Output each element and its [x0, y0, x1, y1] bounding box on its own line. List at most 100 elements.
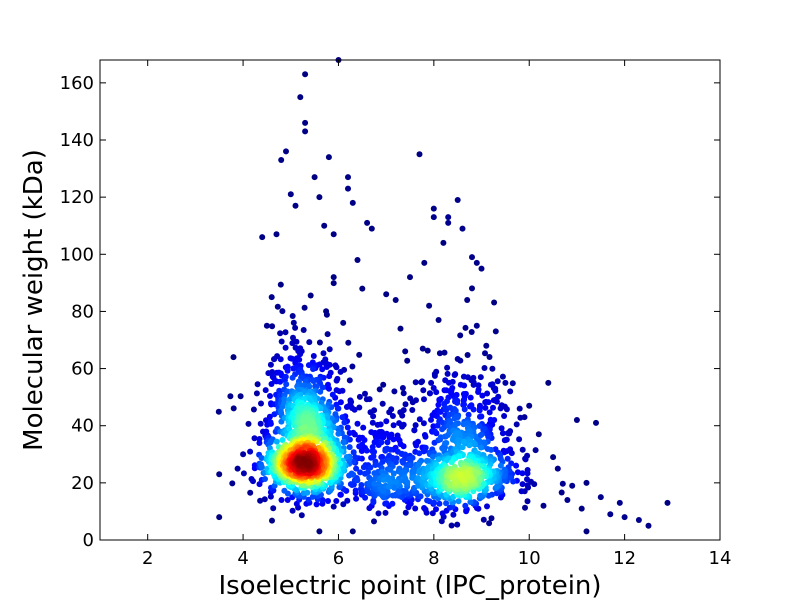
data-point	[416, 450, 423, 457]
data-point	[645, 522, 652, 529]
data-point	[420, 420, 427, 427]
data-point	[390, 422, 397, 429]
data-point	[501, 449, 508, 456]
data-point	[379, 453, 386, 460]
data-point	[343, 404, 350, 410]
data-point	[524, 470, 531, 477]
data-point	[310, 378, 317, 384]
data-point	[501, 413, 508, 419]
data-point	[392, 459, 399, 466]
data-point	[270, 505, 277, 512]
data-point	[334, 375, 341, 382]
data-point	[424, 347, 431, 354]
data-point	[251, 435, 258, 442]
data-point	[353, 495, 360, 502]
data-point	[268, 294, 275, 301]
x-tick-label: 2	[142, 548, 153, 569]
data-point	[216, 514, 223, 521]
data-point	[470, 381, 477, 388]
data-point	[467, 499, 474, 505]
data-point	[513, 462, 520, 469]
data-point	[524, 476, 530, 483]
data-point	[389, 500, 396, 507]
data-point	[278, 338, 285, 345]
data-point	[479, 392, 486, 399]
data-point	[430, 205, 437, 212]
y-axis-ticks: 0 20 40 60 80 100 120 140 160	[60, 73, 720, 551]
data-point	[454, 197, 461, 203]
data-point	[524, 498, 531, 505]
data-point	[435, 456, 442, 463]
data-point	[461, 406, 468, 413]
data-point	[237, 393, 244, 400]
data-point	[278, 409, 285, 416]
data-point	[473, 259, 480, 266]
data-point	[309, 493, 316, 500]
y-tick-label: 40	[71, 416, 94, 437]
data-point	[482, 350, 488, 357]
data-point	[413, 397, 419, 404]
data-point	[461, 438, 468, 445]
data-point	[350, 471, 357, 478]
data-point	[516, 436, 523, 443]
data-point	[402, 401, 409, 408]
data-point	[258, 464, 265, 471]
data-point	[421, 505, 428, 511]
data-point	[535, 431, 542, 438]
data-point	[386, 483, 392, 490]
data-point	[383, 291, 390, 298]
data-point	[293, 338, 300, 345]
data-point	[370, 497, 377, 504]
data-point	[326, 373, 333, 380]
data-point	[356, 443, 363, 450]
data-point	[216, 471, 223, 478]
data-point	[382, 509, 389, 516]
data-point	[400, 459, 407, 466]
data-point	[286, 425, 293, 432]
data-point	[277, 356, 284, 363]
x-tick-label: 6	[333, 548, 344, 569]
data-point	[368, 225, 375, 232]
data-point	[359, 285, 366, 292]
data-point	[382, 500, 389, 507]
data-point	[446, 411, 453, 418]
data-point	[417, 493, 424, 500]
data-point	[477, 413, 483, 420]
data-point	[464, 473, 471, 479]
data-point	[524, 482, 531, 489]
y-tick-label: 0	[83, 530, 94, 551]
data-point	[480, 426, 487, 433]
data-point	[501, 437, 508, 444]
data-point	[262, 476, 268, 482]
data-point	[451, 422, 458, 429]
data-point	[352, 487, 359, 494]
data-point	[283, 148, 289, 155]
data-point	[573, 417, 580, 423]
data-point	[316, 194, 323, 201]
data-point	[300, 327, 307, 333]
data-point	[444, 370, 451, 377]
data-point	[441, 349, 448, 356]
data-point	[343, 454, 350, 460]
data-point	[325, 154, 332, 161]
data-point	[378, 439, 385, 446]
data-point	[281, 376, 288, 383]
data-point	[364, 219, 371, 226]
data-point	[412, 422, 419, 429]
data-point	[281, 487, 288, 494]
data-point	[380, 476, 387, 483]
data-point	[453, 431, 460, 438]
data-point	[356, 351, 363, 358]
data-point	[384, 439, 391, 446]
data-point	[397, 409, 404, 416]
data-point	[346, 430, 353, 436]
y-tick-label: 80	[71, 301, 94, 322]
data-point	[447, 482, 454, 488]
data-point	[442, 405, 449, 411]
x-tick-label: 12	[613, 548, 636, 569]
data-point	[258, 455, 265, 461]
data-point	[310, 420, 317, 427]
data-point	[462, 502, 469, 509]
data-point	[502, 379, 509, 386]
data-point	[319, 497, 326, 503]
